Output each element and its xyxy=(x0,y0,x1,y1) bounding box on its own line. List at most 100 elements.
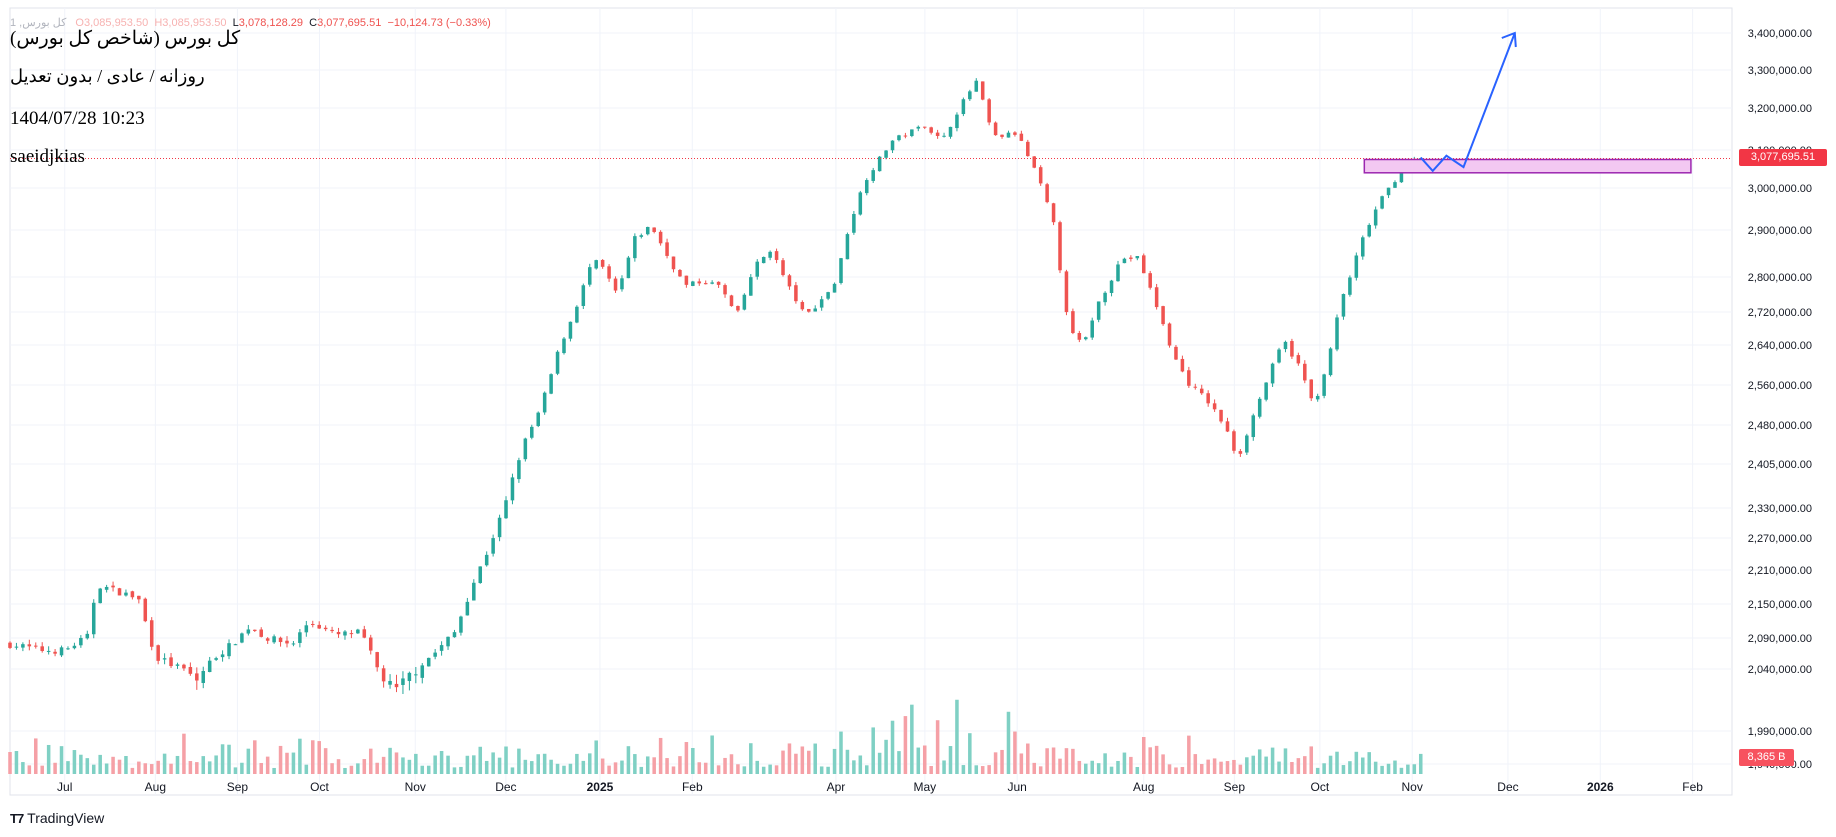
y-tick-label: 1,990,000.00 xyxy=(1748,726,1812,738)
candle-body xyxy=(291,643,296,645)
volume-bar xyxy=(472,755,476,774)
candle-body xyxy=(104,586,109,590)
candle-body xyxy=(433,652,437,657)
x-tick-label: Jun xyxy=(1008,780,1027,794)
candle-body xyxy=(1161,306,1165,325)
volume-bar xyxy=(658,737,663,774)
candle-body xyxy=(1051,203,1056,223)
candle-body xyxy=(910,129,914,137)
volume-bar xyxy=(27,765,32,774)
candle-body xyxy=(980,81,985,100)
volume-bar xyxy=(826,766,830,774)
candle-body xyxy=(1283,341,1288,350)
volume-bar xyxy=(523,759,528,774)
volume-bar xyxy=(581,760,586,774)
time-axis[interactable]: Jul Aug Sep Oct Nov Dec 2025 Feb Apr May Jun Aug Sep… xyxy=(57,780,1703,794)
candle-body xyxy=(1013,132,1017,135)
candle-body xyxy=(575,306,579,323)
candle-body xyxy=(298,632,302,643)
candle-body xyxy=(214,658,218,660)
candle-body xyxy=(697,281,702,284)
grid-lines xyxy=(9,7,1733,796)
volume-tag: 8,365 B xyxy=(1739,749,1794,766)
tradingview-icon: T7 xyxy=(10,810,24,826)
candle-body xyxy=(845,234,850,260)
legend-change: −10,124.73 (−0.33%) xyxy=(387,17,491,29)
volume-bar xyxy=(175,755,180,774)
volume-bar xyxy=(149,764,154,774)
legend-open-label: O xyxy=(75,17,84,29)
candle-body xyxy=(1245,435,1249,453)
candle-body xyxy=(381,668,386,682)
volume-bar xyxy=(568,763,573,774)
drawings[interactable] xyxy=(10,31,1732,174)
support-zone xyxy=(1363,158,1692,174)
price-axis[interactable]: 1,940,000.001,990,000.002,040,000.002,09… xyxy=(1748,28,1812,771)
x-tick-label: Aug xyxy=(145,780,166,794)
volume-bar xyxy=(980,766,985,774)
volume-bar xyxy=(555,763,560,774)
volume-bar xyxy=(104,763,109,774)
volume-bar xyxy=(343,767,347,774)
volume-bar xyxy=(968,733,972,774)
candle-body xyxy=(59,647,64,656)
candle-body xyxy=(1019,133,1024,141)
volume-bar xyxy=(884,739,888,774)
candle-body xyxy=(607,266,611,279)
volume-bar xyxy=(665,758,669,774)
x-tick-label: Sep xyxy=(227,780,249,794)
y-tick-label: 2,800,000.00 xyxy=(1748,272,1812,284)
volume-bar xyxy=(394,752,399,774)
ohlc-legend: کل بورس, 1 O3,085,953.50 H3,085,953.50 L… xyxy=(10,16,491,29)
volume-bar xyxy=(484,760,489,774)
tradingview-logo[interactable]: T7 TradingView xyxy=(10,810,104,826)
candle-body xyxy=(562,338,566,354)
y-tick-label: 2,040,000.00 xyxy=(1748,664,1812,676)
candle-body xyxy=(220,654,225,658)
y-tick-label: 3,000,000.00 xyxy=(1748,183,1812,195)
candle-body xyxy=(143,598,148,622)
volume-bar xyxy=(336,759,341,774)
candle-body xyxy=(317,624,321,629)
volume-bar xyxy=(916,747,921,774)
candle-body xyxy=(91,602,96,635)
candle-body xyxy=(1399,172,1404,183)
volume-bar xyxy=(781,750,785,774)
volume-bar xyxy=(169,763,173,774)
volume-bar xyxy=(291,752,296,774)
candle-body xyxy=(149,620,154,647)
candle-body xyxy=(207,660,212,673)
volume-bar xyxy=(768,764,772,774)
candle-body xyxy=(169,657,173,667)
volume-bar xyxy=(368,748,373,774)
volume-bar xyxy=(639,766,644,774)
candle-body xyxy=(34,645,38,647)
volume-bar xyxy=(1399,767,1404,774)
candle-body xyxy=(1257,398,1262,417)
candle-body xyxy=(645,226,650,235)
volume-bar xyxy=(1032,762,1037,774)
volume-bar xyxy=(510,767,515,774)
volume-bar xyxy=(1335,751,1339,774)
volume-bar xyxy=(220,744,225,774)
volume-bar xyxy=(1193,754,1198,774)
y-tick-label: 2,090,000.00 xyxy=(1748,633,1812,645)
candle-body xyxy=(1367,224,1371,237)
volume-bar xyxy=(1225,761,1230,774)
volume-bar xyxy=(910,704,914,774)
volume-bar xyxy=(1251,755,1256,774)
volume-bar xyxy=(201,756,206,774)
volume-bar xyxy=(323,748,328,774)
volume-bar xyxy=(858,755,863,774)
candle-body xyxy=(240,633,244,643)
candle-body xyxy=(671,256,676,270)
candle-body xyxy=(948,126,953,137)
candle-body xyxy=(665,242,669,256)
y-tick-label: 2,480,000.00 xyxy=(1748,420,1812,432)
volume-bar xyxy=(620,760,624,774)
volume-bar xyxy=(272,767,276,774)
volume-bar xyxy=(227,744,231,774)
candle-body xyxy=(162,658,167,660)
volume-bar xyxy=(356,763,360,774)
